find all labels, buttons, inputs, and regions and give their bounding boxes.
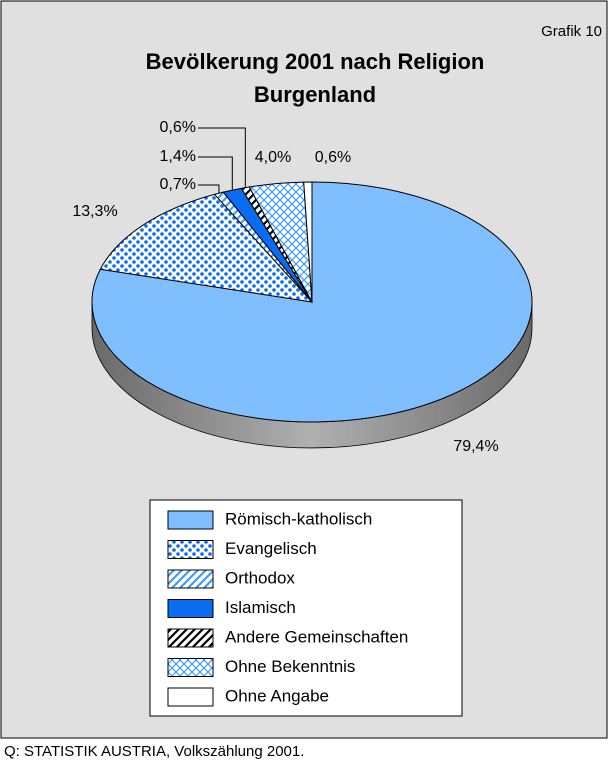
value-label: 79,4%	[453, 438, 498, 455]
legend-label: Ohne Angabe	[225, 686, 329, 705]
legend-swatch	[167, 658, 214, 677]
legend-label: Islamisch	[225, 598, 296, 617]
legend-label: Orthodox	[225, 568, 295, 587]
legend-swatch	[167, 510, 214, 530]
value-label: 13,3%	[72, 203, 117, 220]
value-label: 4,0%	[255, 149, 291, 166]
value-label: 0,7%	[160, 176, 196, 193]
chart-title: Burgenland	[254, 82, 376, 107]
chart-title: Bevölkerung 2001 nach Religion	[146, 49, 485, 74]
legend-label: Evangelisch	[225, 539, 317, 558]
leader-line	[198, 127, 246, 188]
value-label: 1,4%	[160, 148, 196, 165]
value-label: 0,6%	[315, 149, 351, 166]
leader-line	[198, 184, 220, 194]
legend-swatch	[167, 599, 214, 618]
pie-slice	[99, 193, 314, 303]
legend-label: Ohne Bekenntnis	[225, 657, 355, 676]
legend-label: Römisch-katholisch	[225, 509, 372, 528]
legend-swatch	[167, 540, 214, 559]
source: Q: STATISTIK AUSTRIA, Volkszählung 2001.	[4, 743, 304, 760]
leader-line	[198, 156, 233, 191]
pie-slice	[303, 181, 313, 303]
legend-label: Andere Gemeinschaften	[225, 627, 408, 646]
legend-swatch	[167, 628, 214, 648]
legend-swatch	[167, 687, 214, 707]
corner-label: Grafik 10	[541, 23, 602, 40]
legend-swatch	[167, 569, 214, 589]
value-label: 0,6%	[160, 119, 196, 136]
